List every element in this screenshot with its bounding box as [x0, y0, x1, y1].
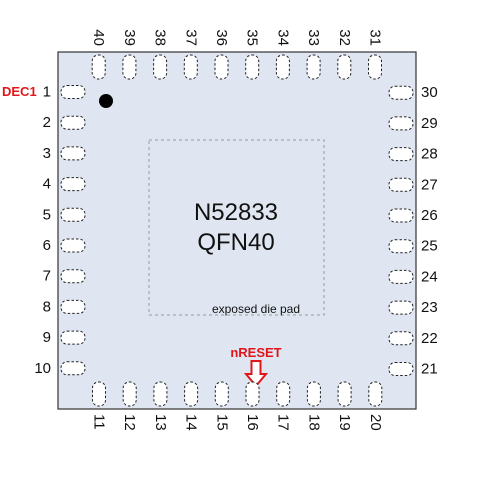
pin-number-9: 9 — [43, 329, 51, 346]
pin-number-16: 16 — [244, 414, 261, 431]
pin-number-13: 13 — [152, 414, 169, 431]
pin1-marker-icon — [99, 94, 113, 108]
pin-pad-29 — [388, 116, 414, 131]
pin-pad-35 — [245, 54, 260, 80]
pin-number-32: 32 — [336, 29, 353, 46]
pin-pad-14 — [184, 381, 199, 407]
pin-pad-15 — [214, 381, 229, 407]
pin-number-38: 38 — [152, 29, 169, 46]
pin-number-35: 35 — [244, 29, 261, 46]
pin-number-8: 8 — [43, 298, 51, 315]
pin-number-27: 27 — [421, 176, 438, 193]
pin-pad-7 — [60, 269, 86, 284]
chip-package: QFN40 — [197, 229, 274, 256]
pin-pad-23 — [388, 300, 414, 315]
pin-number-36: 36 — [213, 29, 230, 46]
pin-number-24: 24 — [421, 268, 438, 285]
pin-number-12: 12 — [121, 414, 138, 431]
pin-pad-30 — [388, 85, 414, 100]
dec1-callout: DEC1 — [2, 84, 37, 99]
pin-pad-27 — [388, 177, 414, 192]
pin-number-30: 30 — [421, 84, 438, 101]
pin-pad-16 — [245, 381, 260, 407]
pin-number-14: 14 — [183, 414, 200, 431]
pin-pad-26 — [388, 208, 414, 223]
pin-number-39: 39 — [121, 29, 138, 46]
pin-pad-3 — [60, 146, 86, 161]
pin-number-20: 20 — [367, 414, 384, 431]
pin-pad-31 — [368, 54, 382, 80]
pin-number-22: 22 — [421, 330, 438, 347]
pin-pad-6 — [60, 238, 86, 253]
chip-body — [57, 51, 417, 410]
pin-pad-21 — [388, 362, 414, 376]
pin-pad-28 — [388, 147, 414, 162]
pin-pad-38 — [153, 54, 168, 80]
pin-number-21: 21 — [421, 361, 438, 378]
pin-pad-33 — [306, 54, 321, 80]
pin-pad-40 — [91, 54, 106, 80]
chip-name: N52833 — [194, 199, 278, 226]
pin-pad-32 — [337, 54, 352, 80]
pin-number-33: 33 — [305, 29, 322, 46]
pin-pad-9 — [60, 330, 86, 345]
pin-pad-20 — [368, 381, 383, 407]
pin-pad-5 — [60, 207, 86, 222]
pin-number-25: 25 — [421, 238, 438, 255]
pin-number-34: 34 — [274, 29, 291, 46]
pin-number-5: 5 — [43, 206, 51, 223]
pin-number-17: 17 — [275, 414, 292, 431]
pin-pad-4 — [60, 177, 86, 192]
pin-number-15: 15 — [213, 414, 230, 431]
pin-pad-37 — [183, 54, 198, 80]
pin-number-7: 7 — [43, 268, 51, 285]
pin-number-2: 2 — [43, 114, 51, 131]
exposed-pad-label: exposed die pad — [212, 302, 300, 316]
pin-number-1: 1 — [43, 84, 51, 101]
pin-number-19: 19 — [336, 414, 353, 431]
pin-number-11: 11 — [91, 414, 108, 430]
pin-pad-34 — [275, 54, 290, 80]
pin-pad-2 — [60, 115, 86, 130]
pin-pad-11 — [92, 381, 106, 407]
pin-pad-8 — [60, 299, 86, 314]
pin-number-18: 18 — [305, 414, 322, 431]
pin-pad-39 — [122, 54, 137, 80]
pin-number-40: 40 — [90, 29, 107, 46]
pin-pad-13 — [153, 381, 168, 407]
pin-number-28: 28 — [421, 146, 438, 163]
pin-number-31: 31 — [367, 29, 384, 46]
pin-number-3: 3 — [43, 145, 51, 162]
pin-number-29: 29 — [421, 115, 438, 132]
pin-number-6: 6 — [43, 237, 51, 254]
pin-pad-10 — [60, 361, 86, 376]
pin-pad-24 — [388, 269, 414, 284]
pin-number-10: 10 — [34, 360, 51, 377]
pin-pad-12 — [122, 381, 137, 407]
pin-pad-36 — [214, 54, 229, 80]
pin-pad-18 — [306, 381, 321, 407]
pin-pad-19 — [337, 381, 352, 407]
pin-number-4: 4 — [43, 176, 51, 193]
reset-arrow-icon — [243, 360, 269, 388]
pin-pad-1 — [60, 85, 86, 99]
pin-pad-25 — [388, 239, 414, 254]
nreset-callout: nRESET — [230, 345, 281, 360]
pin-number-37: 37 — [182, 29, 199, 46]
pin-number-23: 23 — [421, 299, 438, 316]
pin-pad-17 — [276, 381, 291, 407]
pin-number-26: 26 — [421, 207, 438, 224]
pin-pad-22 — [388, 331, 414, 346]
exposed-die-pad — [148, 139, 325, 316]
